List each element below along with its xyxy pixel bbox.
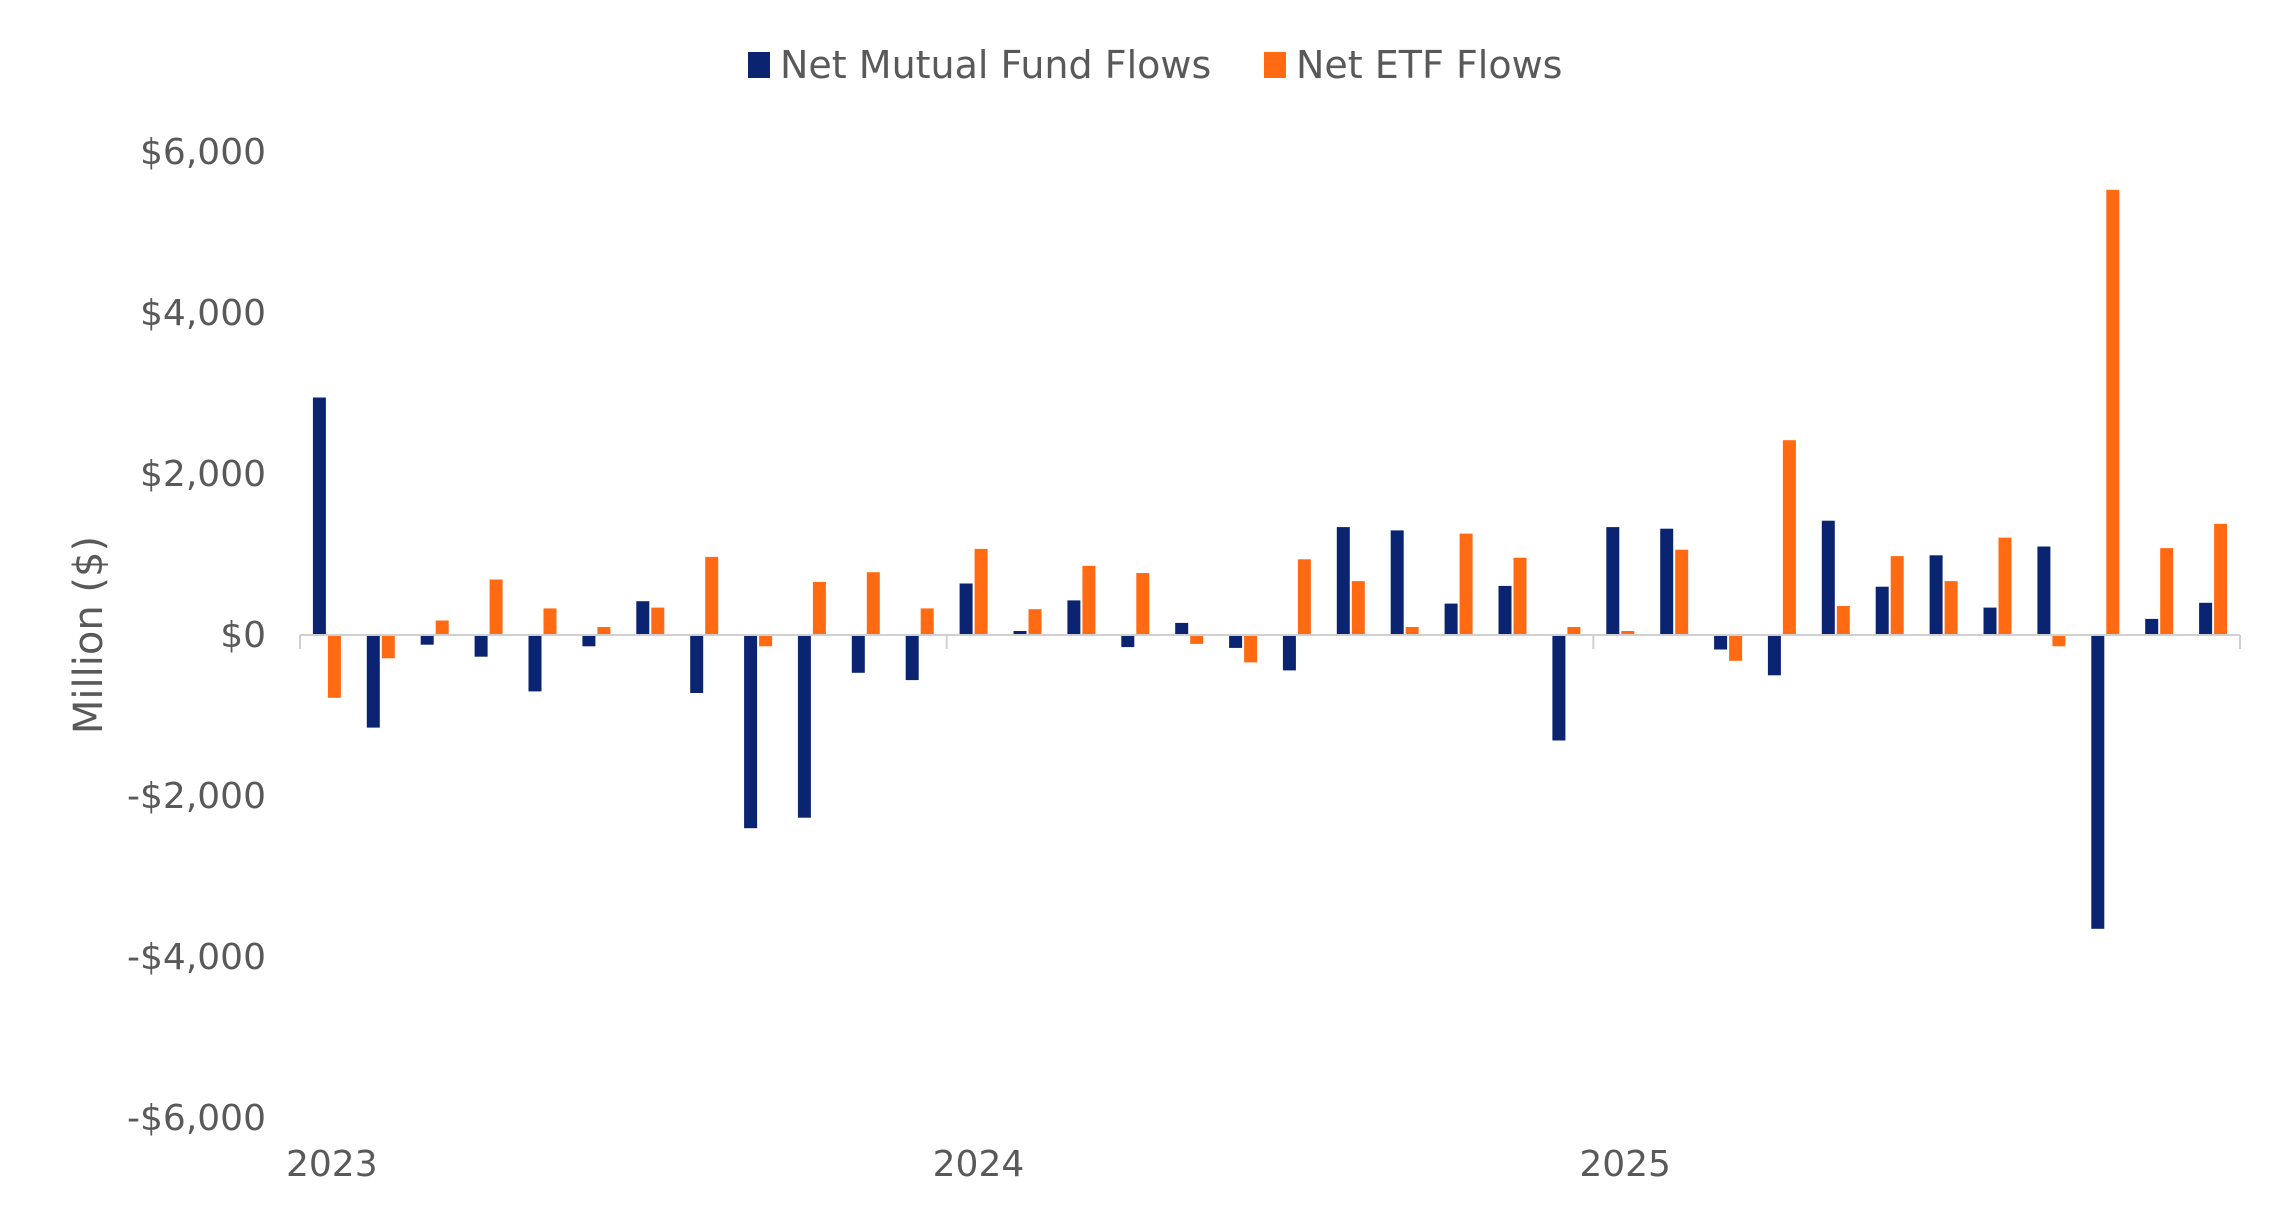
y-axis-ticks: $6,000 $4,000 $2,000 $0 -$2,000 -$4,000 -$6,00… [127, 132, 266, 1139]
bar-etf [489, 579, 503, 635]
bar-etf [1082, 565, 1096, 635]
bar-mutual-fund [690, 635, 704, 693]
bar-mutual-fund [905, 635, 919, 681]
bar-etf [1405, 627, 1419, 635]
bar-etf [1998, 537, 2012, 635]
bar-etf [1244, 635, 1258, 663]
bar-mutual-fund [1229, 635, 1243, 648]
bar-mutual-fund [636, 601, 650, 635]
legend-swatch-mutual-fund [748, 52, 770, 78]
x-tick-label-year: 2024 [933, 1144, 1025, 1185]
bar-etf [705, 556, 719, 635]
bar-mutual-fund [1929, 555, 1943, 635]
y-axis-title: Million ($) [66, 536, 112, 734]
bar-etf [1729, 635, 1743, 661]
bar-etf [1890, 556, 1904, 635]
bar-etf [2160, 548, 2174, 635]
bar-mutual-fund [528, 635, 542, 692]
bar-etf [1459, 533, 1473, 635]
bar-mutual-fund [1821, 520, 1835, 635]
bar-mutual-fund [1767, 635, 1781, 676]
bars [312, 189, 2228, 929]
bar-etf [759, 635, 773, 647]
x-axis: 2023 2024 2025 [286, 634, 2241, 1185]
y-tick-label: -$6,000 [127, 1098, 266, 1139]
bar-mutual-fund [2091, 635, 2105, 929]
bar-etf [2106, 189, 2120, 636]
bar-mutual-fund [582, 635, 596, 647]
y-tick-label: $4,000 [140, 293, 266, 334]
legend-label-etf: Net ETF Flows [1296, 43, 1562, 87]
y-tick-label: $0 [220, 615, 266, 656]
x-tick-label-year: 2025 [1579, 1144, 1671, 1185]
bar-etf [543, 608, 557, 635]
y-tick-label: $2,000 [140, 454, 266, 495]
bar-mutual-fund [959, 583, 973, 635]
bar-etf [812, 581, 826, 635]
bar-etf [381, 635, 395, 659]
bar-etf [1136, 573, 1150, 635]
bar-mutual-fund [851, 635, 865, 673]
bar-mutual-fund [744, 635, 758, 829]
bar-mutual-fund [1660, 528, 1674, 635]
legend-label-mutual-fund: Net Mutual Fund Flows [780, 43, 1211, 87]
bar-etf [597, 627, 611, 635]
legend-swatch-etf [1264, 52, 1286, 78]
bar-etf [2052, 635, 2066, 647]
bar-mutual-fund [1714, 635, 1728, 650]
bar-etf [1621, 631, 1635, 635]
bar-mutual-fund [2037, 546, 2051, 635]
bar-mutual-fund [1552, 635, 1566, 741]
bar-mutual-fund [1983, 607, 1997, 635]
bar-etf [1351, 581, 1365, 635]
bar-mutual-fund [1390, 530, 1404, 635]
bar-etf [1567, 627, 1581, 635]
bar-etf [1028, 609, 1042, 635]
bar-mutual-fund [1498, 585, 1512, 635]
bar-mutual-fund [1444, 603, 1458, 635]
bar-mutual-fund [366, 635, 380, 728]
legend: Net Mutual Fund Flows Net ETF Flows [748, 43, 1562, 87]
bar-mutual-fund [1282, 635, 1296, 671]
bar-mutual-fund [2199, 602, 2213, 635]
y-tick-label: -$4,000 [127, 937, 266, 978]
bar-etf [1944, 581, 1958, 635]
bar-mutual-fund [1067, 600, 1081, 635]
bar-etf [651, 607, 665, 635]
bar-mutual-fund [797, 635, 811, 818]
bar-etf [2214, 523, 2228, 635]
bar-mutual-fund [1875, 586, 1889, 635]
y-tick-label: -$2,000 [127, 776, 266, 817]
x-tick-label-year: 2023 [286, 1144, 378, 1185]
bar-etf [974, 548, 988, 635]
bar-etf [1836, 606, 1850, 635]
bar-mutual-fund [1013, 631, 1027, 635]
y-tick-label: $6,000 [140, 132, 266, 173]
bar-etf [920, 608, 934, 635]
bar-mutual-fund [1606, 527, 1620, 635]
bar-mutual-fund [312, 397, 326, 635]
bar-etf [327, 635, 341, 698]
bar-mutual-fund [1175, 622, 1189, 635]
bar-etf [866, 572, 880, 635]
bar-etf [1190, 635, 1204, 644]
bar-etf [435, 620, 449, 635]
bar-mutual-fund [474, 635, 488, 657]
bar-etf [1782, 440, 1796, 635]
bar-mutual-fund [2145, 618, 2159, 635]
bar-etf [1675, 549, 1689, 635]
bar-etf [1513, 557, 1527, 635]
bar-etf [1297, 559, 1311, 635]
bar-mutual-fund [1121, 635, 1135, 648]
bar-mutual-fund [420, 635, 434, 645]
bar-mutual-fund [1336, 527, 1350, 635]
